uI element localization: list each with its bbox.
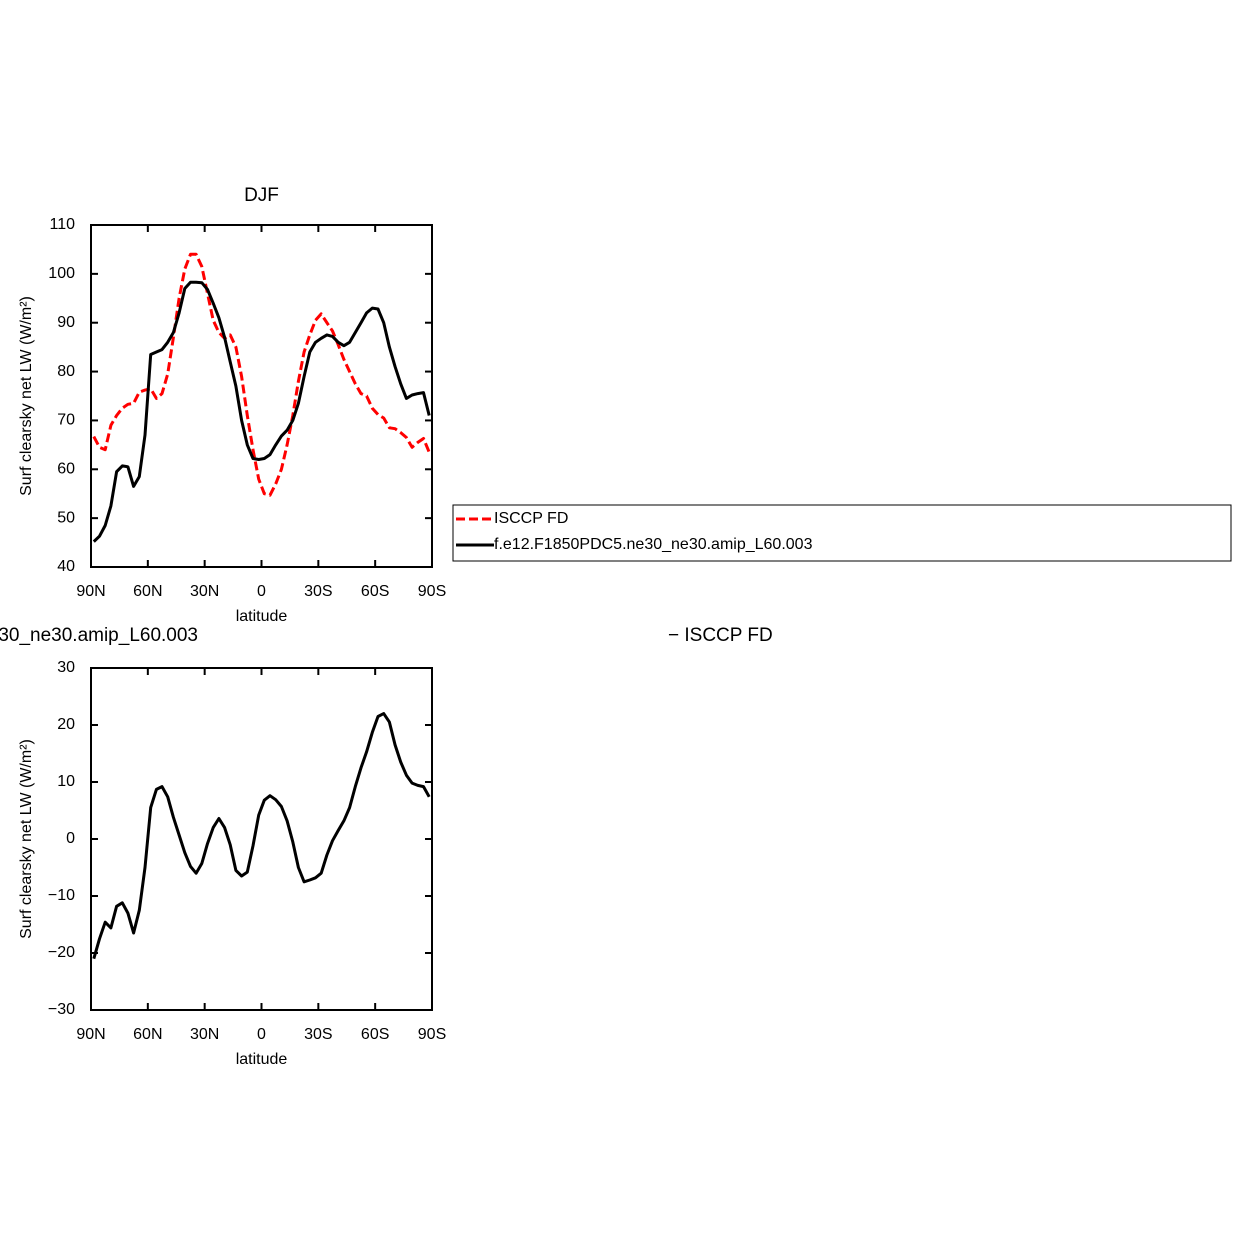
y-axis-label: Surf clearsky net LW (W/m²) [18,296,35,496]
x-tick-label: 0 [257,1026,266,1043]
chart-title: − ISCCP FD [668,625,773,646]
x-tick-label: 60N [133,583,162,600]
chart-title: DJF [244,185,279,206]
data-line [92,712,431,960]
legend-label: f.e12.F1850PDC5.ne30_ne30.amip_L60.003 [494,536,813,553]
x-tick-label: 90N [76,1026,105,1043]
x-tick-label: 30N [190,1026,219,1043]
chart-title: f.e12.F1850PDC5.ne30_ne30.amip_L60.003 [0,625,198,646]
y-tick-label: 60 [57,461,75,478]
y-tick-label: 80 [57,363,75,380]
y-tick-label: −10 [48,887,75,904]
x-tick-label: 60S [361,1026,389,1043]
y-axis-label: Surf clearsky net LW (W/m²) [18,739,35,939]
x-tick-label: 60N [133,1026,162,1043]
y-tick-label: 110 [49,216,75,233]
x-tick-label: 0 [257,583,266,600]
x-axis-label: latitude [236,608,288,625]
x-tick-label: 30N [190,583,219,600]
y-tick-label: 90 [57,314,75,331]
x-tick-label: 90N [76,583,105,600]
y-tick-label: 30 [57,659,75,676]
legend-box [452,504,1232,562]
y-tick-label: 20 [57,716,75,733]
y-tick-label: 50 [57,509,75,526]
plot-frame [90,667,433,1011]
y-tick-label: 10 [57,773,75,790]
data-line [92,252,431,497]
y-tick-label: −20 [48,944,75,961]
x-tick-label: 90S [418,583,446,600]
x-tick-label: 30S [304,583,332,600]
y-tick-label: 0 [66,830,75,847]
x-tick-label: 30S [304,1026,332,1043]
plot-frame [90,224,433,568]
y-tick-label: 100 [48,265,75,282]
legend-label: ISCCP FD [494,510,568,527]
x-tick-label: 90S [418,1026,446,1043]
x-tick-label: 60S [361,583,389,600]
y-tick-label: 40 [57,558,75,575]
y-tick-label: −30 [48,1001,75,1018]
data-line [92,280,431,543]
y-tick-label: 70 [57,412,75,429]
x-axis-label: latitude [236,1051,288,1068]
